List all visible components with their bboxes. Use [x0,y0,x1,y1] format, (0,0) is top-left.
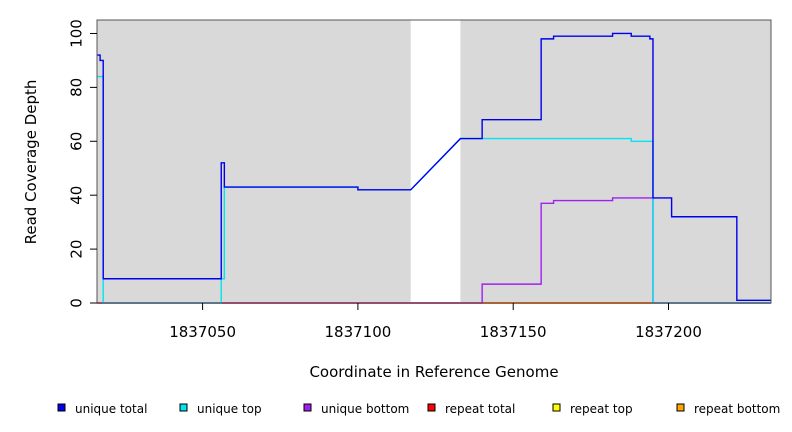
legend-swatch-unique-bottom [303,403,312,412]
legend-swatch-unique-top [179,403,188,412]
legend-item-unique-total: unique total [57,402,147,416]
shaded-regions [97,20,771,303]
x-tick-label: 1837100 [324,323,391,341]
y-axis: 0 20 40 60 80 100 [67,19,97,308]
y-axis-title: Read Coverage Depth [22,80,40,245]
legend-swatch-repeat-bottom [676,403,685,412]
legend-item-unique-top: unique top [179,402,262,416]
shaded-region-1 [97,20,411,303]
plot-frame [96,19,772,304]
x-tick-label: 1837150 [480,323,547,341]
x-axis: 1837050 1837100 1837150 1837200 [169,303,702,341]
x-axis-title: Coordinate in Reference Genome [309,363,558,381]
y-tick-label: 60 [67,132,85,151]
y-tick-label: 40 [67,186,85,205]
legend-label-unique-total: unique total [75,402,147,416]
legend-swatch-unique-total [57,403,66,412]
y-tick-label: 0 [67,298,85,308]
y-tick-label: 80 [67,78,85,97]
legend-item-repeat-top: repeat top [552,402,633,416]
series-line-unique-total [97,32,771,301]
legend-label-unique-bottom: unique bottom [321,402,409,416]
legend-item-repeat-bottom: repeat bottom [676,402,780,416]
x-tick-label: 1837200 [635,323,702,341]
legend-item-unique-bottom: unique bottom [303,402,409,416]
legend: unique total unique top unique bottom repea… [57,402,780,416]
legend-swatch-repeat-total [427,403,436,412]
legend-label-repeat-bottom: repeat bottom [694,402,780,416]
legend-label-repeat-top: repeat top [570,402,633,416]
plot-border [96,19,772,304]
legend-item-repeat-total: repeat total [427,402,515,416]
y-tick-label: 20 [67,240,85,259]
legend-label-unique-top: unique top [197,402,262,416]
y-tick-label: 100 [67,19,85,48]
legend-label-repeat-total: repeat total [445,402,515,416]
legend-swatch-repeat-top [552,403,561,412]
shaded-region-2 [460,20,771,303]
x-tick-label: 1837050 [169,323,236,341]
